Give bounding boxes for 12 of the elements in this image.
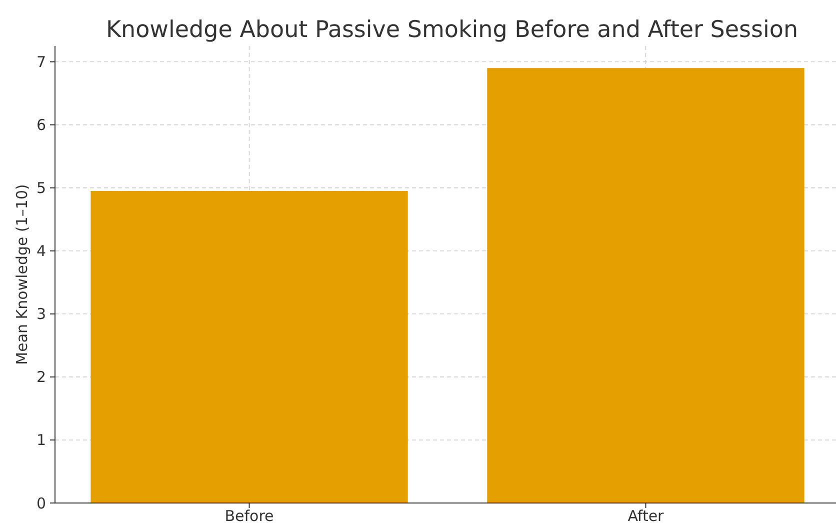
- y-tick-label: 2: [36, 368, 46, 386]
- y-tick-label: 1: [36, 431, 46, 450]
- x-tick-label: After: [628, 507, 665, 523]
- y-tick-label: 0: [36, 494, 46, 512]
- y-axis-title: Mean Knowledge (1–10): [13, 184, 31, 365]
- y-tick-label: 7: [36, 53, 46, 72]
- chart-title: Knowledge About Passive Smoking Before and After Session: [106, 17, 798, 43]
- y-tick-label: 4: [36, 242, 46, 260]
- y-tick-label: 3: [36, 305, 46, 324]
- y-tick-label: 6: [36, 116, 46, 134]
- y-tick-label: 5: [36, 179, 46, 198]
- x-tick-label: Before: [224, 507, 274, 523]
